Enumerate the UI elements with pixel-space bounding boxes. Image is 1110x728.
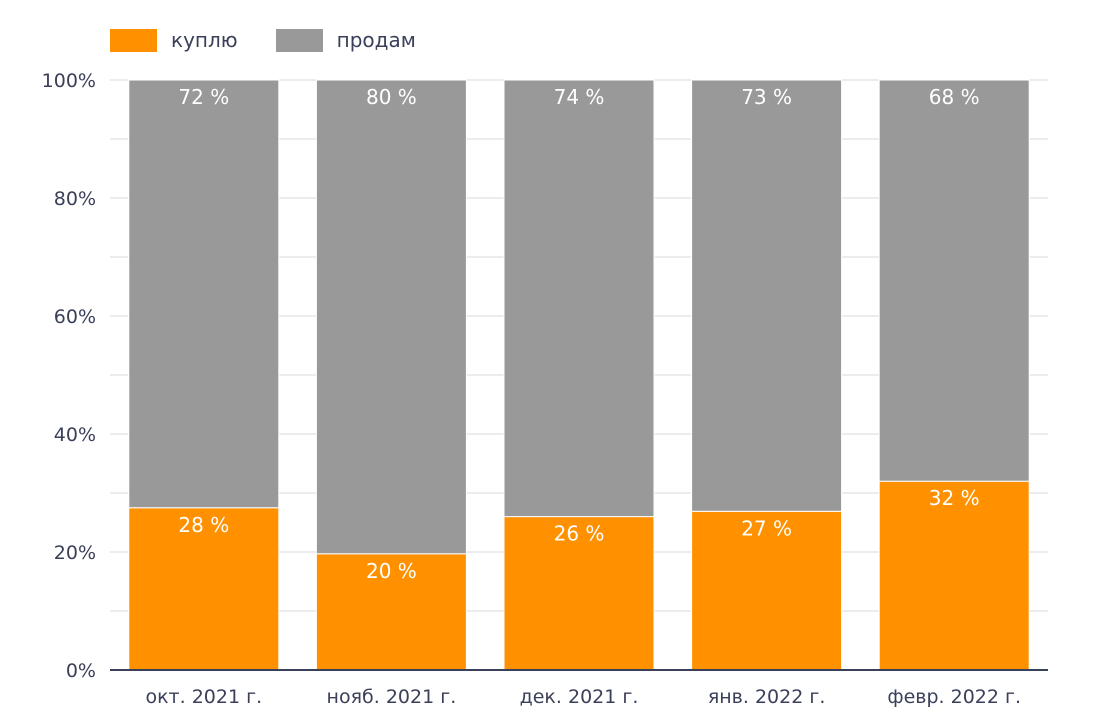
legend-label-buy: куплю <box>171 28 238 52</box>
bar-sell <box>503 79 655 518</box>
y-tick-label: 80% <box>54 188 96 210</box>
bar-buy <box>503 516 655 671</box>
data-label-buy: 26 % <box>554 522 605 546</box>
bar-buy <box>315 553 467 671</box>
data-label-sell: 74 % <box>554 85 605 109</box>
bar-sell <box>315 79 467 555</box>
bar-buy <box>878 480 1030 671</box>
axis-layer: 0% 20% 40% 60% 80% 100% окт. 2021 г. нояб. 2021… <box>42 70 1048 708</box>
y-tick-label: 0% <box>66 660 96 682</box>
bar-buy <box>128 507 280 671</box>
data-label-buy: 27 % <box>741 516 792 540</box>
y-tick-label: 100% <box>42 70 96 92</box>
x-tick-label: дек. 2021 г. <box>520 686 639 708</box>
y-tick-label: 20% <box>54 542 96 564</box>
bar-buy <box>691 510 843 671</box>
data-label-buy: 20 % <box>366 559 417 583</box>
legend: куплю продам <box>110 28 454 52</box>
data-label-sell: 72 % <box>178 85 229 109</box>
legend-swatch-sell <box>275 28 323 52</box>
data-label-buy: 32 % <box>929 486 980 510</box>
x-tick-label: февр. 2022 г. <box>887 686 1021 708</box>
bar-sell <box>878 79 1030 482</box>
bar-sell <box>691 79 843 512</box>
data-label-buy: 28 % <box>178 513 229 537</box>
y-tick-label: 40% <box>54 424 96 446</box>
data-label-sell: 80 % <box>366 85 417 109</box>
x-tick-label: нояб. 2021 г. <box>327 686 457 708</box>
x-tick-label: янв. 2022 г. <box>708 686 826 708</box>
legend-item-buy: куплю <box>110 28 238 52</box>
legend-item-sell: продам <box>275 28 416 52</box>
data-label-sell: 68 % <box>929 85 980 109</box>
bars-layer <box>128 79 1030 671</box>
legend-swatch-buy <box>110 28 157 52</box>
x-tick-label: окт. 2021 г. <box>145 686 262 708</box>
labels-layer: 28 % 72 % 20 % 80 % 26 % 74 % 27 % 73 % 32 % 68 % <box>178 85 979 583</box>
bar-sell <box>128 79 280 509</box>
data-label-sell: 73 % <box>741 85 792 109</box>
y-tick-label: 60% <box>54 306 96 328</box>
legend-label-sell: продам <box>336 28 416 52</box>
